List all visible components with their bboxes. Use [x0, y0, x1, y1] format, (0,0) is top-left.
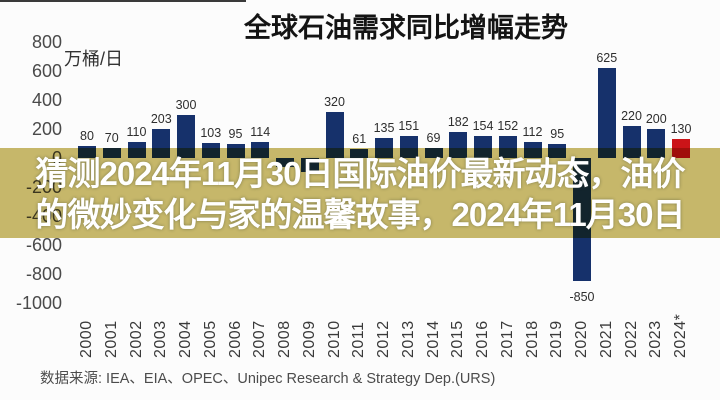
y-axis-tick-label: 400: [31, 90, 62, 111]
x-axis-tick-label-2013: 2013: [399, 320, 417, 358]
x-axis-tick-label-2001: 2001: [102, 320, 120, 358]
x-axis-tick-label-2004: 2004: [177, 320, 194, 358]
bar-value-label-2006: 95: [228, 127, 243, 142]
bar-value-label-2023: 200: [645, 112, 667, 127]
overlay-caption-line2: 的微妙变化与家的温馨故事，2024年11月30日: [35, 195, 685, 233]
x-axis-tick-label-2015: 2015: [449, 320, 467, 358]
x-axis-tick-label-2006: 2006: [226, 320, 244, 358]
overlay-caption: 猜测2024年11月30日国际油价最新动态，油价 的微妙变化与家的温馨故事，20…: [0, 148, 720, 238]
bar-value-label-2000: 80: [80, 129, 94, 144]
y-axis-tick-label: -1000: [15, 292, 62, 313]
bar-2010: [325, 111, 344, 158]
x-axis-tick-label-2007: 2007: [251, 320, 269, 358]
x-axis-tick-label-2000: 2000: [78, 320, 95, 358]
x-axis-tick-label-2023: 2023: [647, 320, 665, 358]
x-axis-tick-label-2008: 2008: [276, 320, 293, 358]
x-axis-tick-label-2002: 2002: [127, 320, 145, 358]
bar-2021: [597, 67, 616, 158]
bar-value-label-2010: 320: [324, 94, 345, 109]
bar-value-label-2016: 154: [472, 118, 494, 133]
x-axis-tick-label-2011: 2011: [350, 321, 368, 358]
bar-value-label-2017: 152: [497, 119, 519, 134]
bar-value-label-2024*: 130: [670, 122, 692, 137]
x-axis-tick-label-2005: 2005: [201, 320, 219, 358]
y-axis-unit-label: 万桶/日: [64, 49, 124, 69]
x-axis-tick-label-2016: 2016: [474, 320, 491, 358]
y-axis-tick-label: -600: [25, 234, 62, 255]
y-axis-tick-label: 800: [31, 32, 62, 53]
y-axis-tick-label: 600: [31, 61, 62, 82]
chart-title: 全球石油需求同比增幅走势: [244, 13, 568, 43]
data-source-note: 数据来源: IEA、EIA、OPEC、Unipec Research & Str…: [40, 371, 496, 387]
bar-value-label-2013: 151: [398, 119, 420, 134]
x-axis-tick-label-2024*: 2024*: [672, 313, 689, 358]
x-axis-tick-label-2012: 2012: [375, 320, 392, 358]
bar-value-label-2018: 112: [522, 124, 543, 139]
bar-value-label-2011: 61: [352, 132, 367, 147]
top-border-line: [0, 0, 246, 2]
x-axis-tick-label-2019: 2019: [548, 320, 566, 358]
y-axis-tick-label: 200: [31, 119, 62, 140]
x-axis-tick-label-2003: 2003: [152, 320, 170, 358]
y-axis-tick-label: -800: [25, 263, 62, 284]
bar-value-label-2020: -850: [569, 289, 595, 304]
x-axis-tick-label-2009: 2009: [300, 320, 318, 358]
bar-value-label-2022: 220: [621, 109, 642, 124]
bar-value-label-2015: 182: [447, 114, 469, 129]
x-axis-tick-label-2017: 2017: [498, 320, 516, 358]
bar-value-label-2021: 625: [596, 50, 618, 65]
x-axis-tick-label-2010: 2010: [325, 320, 343, 358]
bar-value-label-2014: 69: [426, 131, 441, 146]
overlay-caption-line1: 猜测2024年11月30日国际油价最新动态，油价: [35, 154, 685, 192]
x-axis-tick-label-2020: 2020: [573, 320, 590, 358]
bar-value-label-2001: 70: [104, 130, 119, 145]
overlay-band: [0, 148, 720, 238]
bar-value-label-2002: 110: [126, 125, 147, 140]
bar-value-label-2003: 203: [150, 111, 172, 126]
bar-value-label-2004: 300: [175, 97, 197, 112]
x-axis-tick-label-2022: 2022: [622, 320, 640, 358]
x-axis-tick-label-2014: 2014: [424, 320, 442, 358]
x-axis-tick-label-2021: 2021: [597, 320, 615, 358]
bar-value-label-2019: 95: [550, 127, 565, 142]
bar-value-label-2012: 135: [373, 121, 395, 136]
x-axis-tick-label-2018: 2018: [523, 320, 541, 358]
bar-value-label-2007: 114: [250, 124, 271, 139]
bar-2004: [177, 114, 195, 158]
bar-value-label-2005: 103: [200, 126, 222, 141]
